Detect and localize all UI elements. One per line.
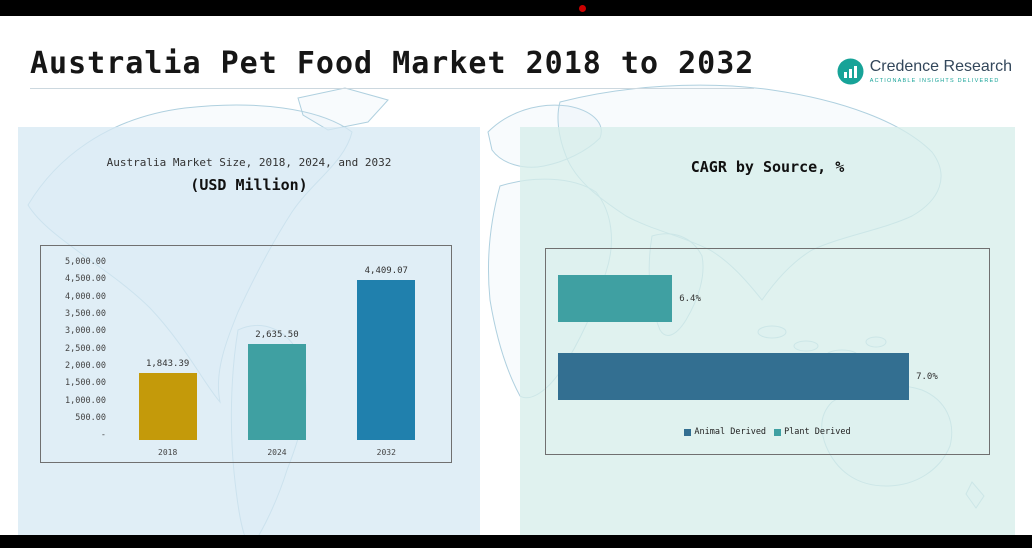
legend-label: Plant Derived <box>784 427 851 437</box>
bar-animal-derived <box>558 353 910 400</box>
bar-group-2024: 2,635.50 <box>247 258 306 440</box>
bar-value-label: 6.4% <box>679 293 701 304</box>
logo-text: Credence Research Actionable Insights De… <box>870 58 1012 84</box>
red-dot-indicator <box>579 5 586 12</box>
bar-value-label: 4,409.07 <box>364 265 408 276</box>
y-tick: 5,000.00 <box>65 257 106 267</box>
bar-value-label: 1,843.39 <box>145 358 190 369</box>
market-chart-title: Australia Market Size, 2018, 2024, and 2… <box>106 156 392 169</box>
page-title: Australia Pet Food Market 2018 to 2032 <box>30 46 755 89</box>
x-tick-2024: 2024 <box>267 448 287 457</box>
credence-research-logo: Credence Research Actionable Insights De… <box>837 58 1012 85</box>
bar-2032 <box>357 279 416 440</box>
y-tick: 2,000.00 <box>65 361 106 372</box>
top-black-bar <box>0 0 1032 16</box>
cagr-legend: Animal Derived Plant Derived <box>546 427 989 437</box>
cagr-chart-plot: 6.4% 7.0% <box>546 249 989 400</box>
legend-item-animal-derived: Animal Derived <box>684 427 766 437</box>
logo-tagline: Actionable Insights Delivered <box>869 77 1000 84</box>
y-tick: - <box>100 430 106 441</box>
market-size-panel: Australia Market Size, 2018, 2024, and 2… <box>18 127 480 535</box>
legend-swatch <box>684 428 692 436</box>
y-tick: 500.00 <box>75 413 106 424</box>
x-tick-2032: 2032 <box>376 448 396 457</box>
bar-group-2032: 4,409.07 <box>357 258 416 440</box>
y-tick: 4,500.00 <box>65 274 106 285</box>
y-tick: 3,500.00 <box>65 309 106 320</box>
bar-chart-logo-icon <box>837 58 864 85</box>
market-chart-inner: 5,000.00 4,500.00 4,000.00 3,500.00 3,000.00… <box>51 258 441 440</box>
y-tick: 2,500.00 <box>65 343 106 354</box>
cagr-panel: CAGR by Source, % 6.4% 7.0% Animal Derive… <box>520 127 1015 535</box>
bar-value-label: 2,635.50 <box>255 330 299 341</box>
x-tick-2018: 2018 <box>158 448 178 457</box>
logo-name: Credence Research <box>869 58 1012 75</box>
cagr-chart-title: CAGR by Source, % <box>690 158 845 176</box>
h-bar-row-animal-derived: 7.0% <box>558 353 981 400</box>
bar-value-label: 7.0% <box>916 371 938 382</box>
market-chart-box: 5,000.00 4,500.00 4,000.00 3,500.00 3,000.00… <box>40 245 452 463</box>
y-tick: 1,500.00 <box>65 378 106 389</box>
bottom-black-bar <box>0 535 1032 548</box>
bar-group-2018: 1,843.39 <box>138 258 197 440</box>
y-tick: 4,000.00 <box>65 291 106 302</box>
market-chart-y-axis: 5,000.00 4,500.00 4,000.00 3,500.00 3,000.00… <box>51 258 113 440</box>
bar-plant-derived <box>558 275 673 322</box>
legend-item-plant-derived: Plant Derived <box>774 427 851 437</box>
bar-2024 <box>247 344 306 440</box>
legend-swatch <box>774 428 782 436</box>
market-chart-plot: 1,843.39 2,635.50 4,409.07 <box>113 258 441 440</box>
market-chart-subtitle: (USD Million) <box>190 176 308 194</box>
h-bar-row-plant-derived: 6.4% <box>558 275 981 322</box>
y-tick: 1,000.00 <box>65 395 106 406</box>
market-chart-x-axis: 2018 2024 2032 <box>113 448 441 457</box>
legend-label: Animal Derived <box>694 427 767 437</box>
cagr-chart-box: 6.4% 7.0% Animal Derived Plant Derived <box>545 248 990 455</box>
bar-2018 <box>138 372 197 440</box>
y-tick: 3,000.00 <box>65 326 106 337</box>
